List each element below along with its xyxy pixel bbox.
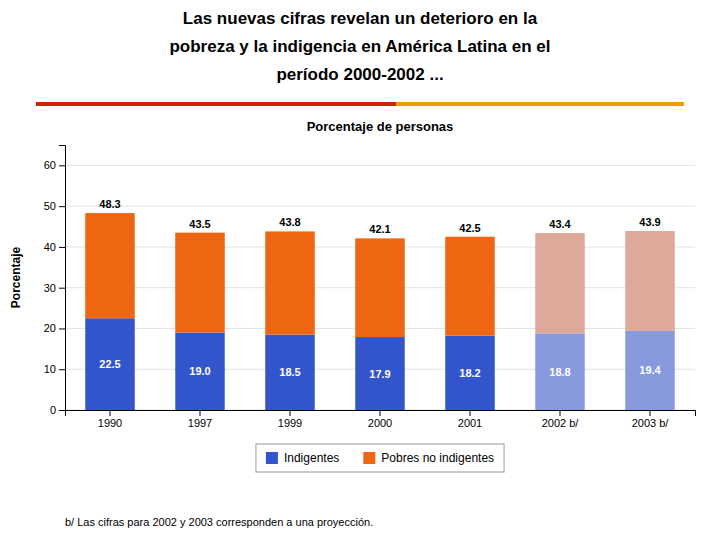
legend-swatch — [266, 452, 278, 464]
total-label: 48.3 — [99, 198, 120, 210]
y-tick-mark — [59, 369, 65, 370]
y-tick-mark — [59, 288, 65, 289]
bar-segment — [625, 331, 675, 410]
y-tick-label: 0 — [50, 404, 56, 416]
y-tick-label: 20 — [44, 322, 56, 334]
data-label: 18.2 — [459, 367, 480, 379]
bar-segment — [535, 333, 585, 410]
separator — [36, 102, 396, 106]
grid-line — [65, 165, 695, 166]
legend-swatch — [363, 452, 375, 464]
y-tick: 60 — [44, 159, 65, 171]
chart: Las nuevas cifras revelan un deterioro e… — [0, 0, 720, 540]
bar-segment — [535, 233, 585, 333]
x-tick-mark — [380, 410, 381, 416]
total-label: 42.1 — [369, 223, 390, 235]
grid — [65, 165, 695, 410]
data-label: 19.0 — [189, 365, 210, 377]
x-axis-line — [66, 411, 696, 417]
legend-label: Indigentes — [284, 451, 339, 465]
bar-segment — [445, 237, 495, 336]
y-axis-line — [59, 146, 66, 411]
x-tick-mark — [650, 410, 651, 416]
bar-segment — [175, 233, 225, 333]
grid-line — [65, 206, 695, 207]
y-tick-label: 60 — [44, 159, 56, 171]
total-label: 43.4 — [549, 218, 571, 230]
y-axis-title: Porcentaje — [9, 246, 23, 308]
total-label: 43.9 — [639, 216, 660, 228]
x-tick-label: 2000 — [368, 417, 392, 429]
x-tick-label: 2001 — [458, 417, 482, 429]
x-tick-label: 1990 — [98, 417, 122, 429]
title: Las nuevas cifras revelan un deterioro e… — [183, 9, 538, 28]
data-labels: 22.5 19.0 18.5 17.9 18.2 18.8 19.4 48.3 43.5 43.8… — [99, 198, 661, 379]
legend: Indigentes Pobres no indigentes — [256, 444, 504, 472]
legend-label: Pobres no indigentes — [381, 451, 494, 465]
x-tick: 1997 — [188, 410, 212, 429]
y-tick-label: 40 — [44, 241, 56, 253]
separator — [396, 102, 684, 106]
y-tick-mark — [59, 410, 65, 411]
x-tick-label: 2002 b/ — [542, 417, 580, 429]
bars — [85, 213, 675, 410]
data-label: 17.9 — [369, 368, 390, 380]
y-tick-label: 50 — [44, 200, 56, 212]
y-tick-mark — [59, 206, 65, 207]
x-tick-mark — [470, 410, 471, 416]
y-tick: 40 — [44, 241, 65, 253]
x-tick: 2002 b/ — [542, 410, 580, 429]
x-axis: 1990 1997 1999 2000 2001 2002 b/2003 b/ — [66, 410, 696, 429]
total-label: 42.5 — [459, 222, 480, 234]
bar-segment — [175, 333, 225, 410]
title: período 2000-2002 ... — [276, 65, 443, 84]
x-tick-mark — [290, 410, 291, 416]
y-tick: 20 — [44, 322, 65, 334]
x-tick-label: 1999 — [278, 417, 302, 429]
plot: 22.5 19.0 18.5 17.9 18.2 18.8 19.4 48.3 43.5 43.8… — [44, 146, 696, 429]
x-tick-mark — [110, 410, 111, 416]
x-tick-mark — [560, 410, 561, 416]
bar-segment — [625, 231, 675, 331]
y-tick: 50 — [44, 200, 65, 212]
y-tick-label: 30 — [44, 282, 56, 294]
legend-item: Indigentes — [266, 451, 339, 465]
y-tick: 0 — [50, 404, 65, 416]
y-tick-mark — [59, 247, 65, 248]
x-tick: 2003 b/ — [632, 410, 670, 429]
subtitle: Porcentaje de personas — [307, 119, 454, 134]
y-axis: 0 10 20 30 40 50 60 — [44, 146, 66, 417]
x-tick: 1999 — [278, 410, 302, 429]
data-label: 18.5 — [279, 366, 300, 378]
x-tick: 1990 — [98, 410, 122, 429]
bar-segment — [85, 318, 135, 410]
y-tick-mark — [59, 165, 65, 166]
x-tick-label: 1997 — [188, 417, 212, 429]
bar-segment — [445, 336, 495, 410]
total-label: 43.5 — [189, 218, 210, 230]
x-tick-label: 2003 b/ — [632, 417, 670, 429]
data-label: 18.8 — [549, 366, 570, 378]
y-tick-label: 10 — [44, 363, 56, 375]
legend-item: Pobres no indigentes — [363, 451, 494, 465]
x-tick-mark — [200, 410, 201, 416]
data-label: 22.5 — [99, 358, 120, 370]
total-label: 43.8 — [279, 216, 300, 228]
bar-segment — [265, 335, 315, 410]
y-tick: 10 — [44, 363, 65, 375]
legend-box — [256, 444, 504, 472]
title: pobreza y la indigencia en América Latin… — [169, 37, 550, 56]
bar-segment — [355, 238, 405, 337]
footnote: b/ Las cifras para 2002 y 2003 correspon… — [65, 516, 373, 528]
data-label: 19.4 — [639, 364, 661, 376]
bar-segment — [265, 231, 315, 334]
bar-segment — [85, 213, 135, 318]
x-tick: 2000 — [368, 410, 392, 429]
y-tick-mark — [59, 328, 65, 329]
x-tick: 2001 — [458, 410, 482, 429]
y-tick: 30 — [44, 282, 65, 294]
bar-segment — [355, 337, 405, 410]
